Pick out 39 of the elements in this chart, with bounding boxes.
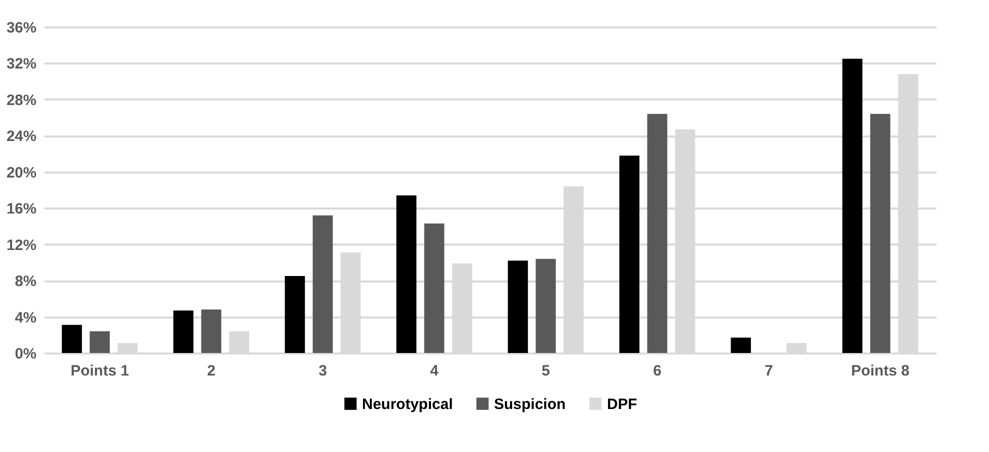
x-tick-label: Points 1 — [70, 362, 129, 380]
bar — [786, 343, 807, 353]
y-tick-label: 36% — [6, 20, 36, 36]
bar — [396, 195, 416, 353]
y-tick-label: 32% — [6, 56, 36, 73]
bar — [508, 260, 528, 353]
y-tick-label: 20% — [6, 164, 36, 182]
y-tick-label: 4% — [14, 309, 36, 326]
legend-label: DPF — [607, 396, 637, 413]
y-tick-label: 16% — [6, 200, 36, 218]
y-tick-label: 24% — [6, 128, 36, 146]
bar — [312, 215, 333, 353]
bar — [536, 258, 556, 353]
bar — [730, 338, 751, 353]
x-tick-label: 4 — [430, 362, 440, 380]
bar — [173, 310, 194, 353]
bar — [284, 276, 305, 353]
bar — [90, 331, 110, 353]
y-tick-label: 0% — [14, 346, 36, 362]
bar — [62, 324, 82, 353]
x-tick-label: 2 — [207, 362, 216, 380]
x-tick-label: 3 — [318, 362, 327, 380]
legend-label: Neurotypical — [362, 396, 453, 413]
x-tick-label: 5 — [542, 362, 550, 380]
bar — [229, 331, 250, 353]
bar — [870, 114, 890, 353]
y-tick-label: 28% — [6, 92, 36, 109]
legend-label: Suspicion — [494, 396, 566, 413]
bar — [118, 343, 138, 353]
bar — [647, 114, 668, 353]
x-tick-label: 6 — [653, 362, 662, 380]
bar — [619, 156, 640, 353]
x-tick-label: 7 — [764, 362, 773, 380]
bar — [201, 310, 222, 353]
bar — [424, 224, 444, 353]
y-tick-label: 12% — [6, 236, 36, 254]
bar — [842, 58, 862, 353]
y-tick-label: 8% — [14, 273, 36, 290]
x-tick-label: Points 8 — [851, 362, 910, 380]
